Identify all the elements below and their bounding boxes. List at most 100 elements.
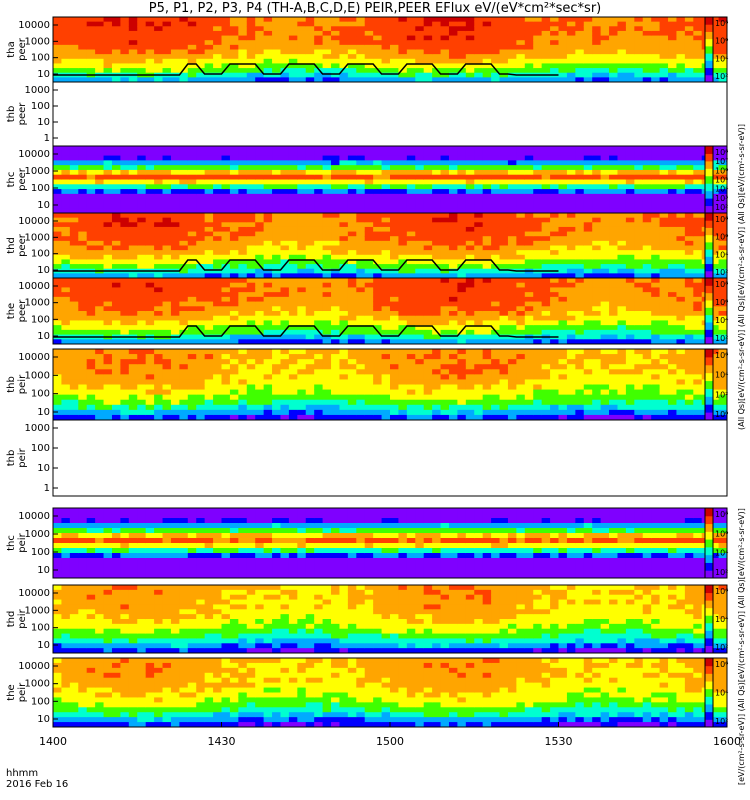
heatmap-cell	[516, 203, 526, 209]
heatmap-cell	[465, 49, 475, 55]
heatmap-cell	[566, 278, 576, 284]
heatmap-cell	[221, 354, 231, 360]
heatmap-cell	[53, 389, 62, 396]
heatmap-cell	[314, 203, 324, 209]
heatmap-cell	[390, 296, 399, 303]
heatmap-cell	[347, 49, 357, 55]
heatmap-cell	[558, 296, 568, 303]
heatmap-cell	[516, 169, 526, 176]
heatmap-cell	[390, 184, 399, 190]
heatmap-cell	[196, 189, 206, 195]
heatmap-cell	[381, 250, 391, 256]
heatmap-cell	[491, 226, 501, 233]
heatmap-cell	[162, 325, 172, 331]
heatmap-cell	[86, 217, 96, 223]
heatmap-cell	[659, 155, 669, 161]
heatmap-cell	[457, 150, 467, 157]
heatmap-cell	[457, 179, 467, 185]
heatmap-cell	[213, 315, 223, 321]
heatmap-cell	[440, 339, 450, 345]
heatmap-cell	[280, 54, 290, 60]
heatmap-cell	[347, 278, 357, 284]
heatmap-cell	[162, 179, 172, 185]
heatmap-cell	[255, 301, 265, 307]
heatmap-cell	[86, 17, 96, 23]
heatmap-cell	[69, 231, 79, 237]
heatmap-cell	[659, 320, 669, 326]
heatmap-cell	[246, 273, 256, 279]
heatmap-cell	[457, 334, 467, 340]
heatmap-cell	[356, 26, 366, 32]
heatmap-cell	[187, 236, 197, 242]
heatmap-cell	[288, 306, 298, 312]
heatmap-cell	[718, 231, 728, 237]
heatmap-cell	[331, 63, 340, 69]
heatmap-cell	[440, 268, 450, 274]
heatmap-cell	[288, 311, 298, 317]
heatmap-cell	[154, 17, 164, 23]
heatmap-cell	[583, 245, 593, 251]
heatmap-cell	[103, 21, 113, 27]
heatmap-cell	[575, 273, 585, 279]
heatmap-cell	[676, 273, 686, 279]
heatmap-cell	[246, 278, 256, 284]
heatmap-cell	[86, 379, 96, 385]
heatmap-cell	[541, 339, 551, 345]
heatmap-cell	[145, 54, 155, 60]
heatmap-cell	[128, 193, 138, 200]
heatmap-cell	[221, 77, 231, 83]
heatmap-cell	[457, 273, 467, 279]
heatmap-cell	[533, 155, 543, 161]
heatmap-cell	[474, 320, 484, 326]
heatmap-cell	[128, 58, 138, 64]
heatmap-cell	[684, 40, 694, 46]
heatmap-cell	[423, 320, 433, 326]
heatmap-cell	[398, 58, 408, 64]
heatmap-cell	[550, 77, 560, 83]
heatmap-cell	[53, 203, 62, 209]
heatmap-cell	[440, 315, 450, 321]
heatmap-cell	[592, 301, 602, 307]
heatmap-cell	[693, 193, 703, 200]
heatmap-cell	[373, 49, 383, 55]
heatmap-cell	[684, 165, 694, 171]
heatmap-cell	[398, 63, 408, 69]
heatmap-cell	[718, 198, 728, 204]
heatmap-cell	[297, 306, 307, 312]
heatmap-cell	[381, 68, 391, 74]
heatmap-cell	[583, 222, 593, 228]
heatmap-cell	[120, 68, 130, 74]
heatmap-cell	[204, 160, 214, 166]
heatmap-cell	[322, 203, 332, 209]
heatmap-cell	[305, 217, 315, 223]
heatmap-cell	[204, 231, 214, 237]
heatmap-cell	[415, 150, 425, 157]
heatmap-cell	[516, 40, 526, 46]
heatmap-cell	[583, 165, 593, 171]
heatmap-cell	[373, 58, 383, 64]
heatmap-cell	[482, 226, 492, 233]
heatmap-cell	[145, 169, 155, 176]
heatmap-cell	[600, 287, 610, 293]
heatmap-cell	[533, 17, 543, 23]
heatmap-cell	[406, 292, 416, 298]
heatmap-cell	[693, 315, 703, 321]
heatmap-cell	[339, 292, 349, 298]
heatmap-cell	[204, 155, 214, 161]
heatmap-cell	[448, 72, 458, 78]
heatmap-cell	[213, 250, 223, 256]
heatmap-cell	[440, 17, 450, 23]
heatmap-cell	[221, 264, 231, 270]
panel-ylabel: peer	[17, 233, 28, 257]
heatmap-cell	[710, 68, 720, 74]
heatmap-cell	[204, 399, 214, 406]
heatmap-cell	[541, 213, 551, 219]
heatmap-cell	[339, 49, 349, 55]
heatmap-cell	[668, 179, 677, 185]
heatmap-cell	[364, 282, 374, 288]
heatmap-cell	[448, 44, 458, 50]
heatmap-cell	[524, 77, 534, 83]
heatmap-cell	[111, 339, 121, 345]
heatmap-cell	[710, 44, 720, 50]
